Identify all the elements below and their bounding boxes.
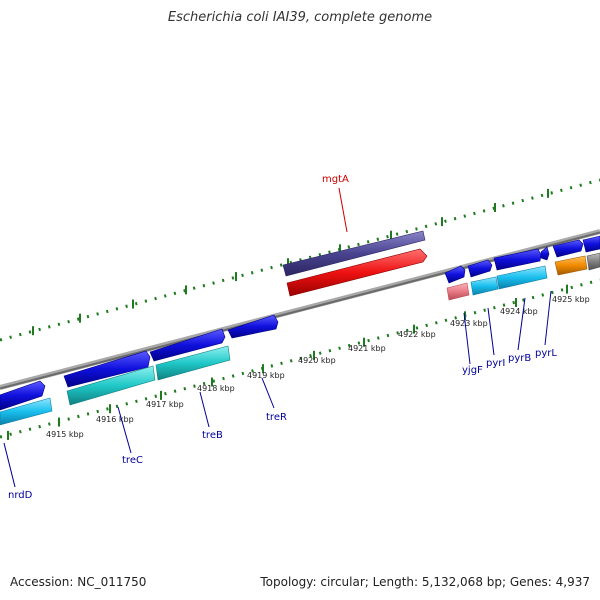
gene-arrow-8[interactable]	[540, 246, 550, 261]
gene-block-mgtA-outer[interactable]	[282, 230, 426, 277]
kbp-label: 4917 kbp	[146, 400, 184, 409]
gene-arrow-6[interactable]	[467, 259, 493, 278]
gene-label-pyrI[interactable]: pyrI	[486, 358, 505, 369]
gene-label-yjgF[interactable]: yjgF	[462, 365, 483, 376]
kbp-label: 4924 kbp	[500, 307, 538, 316]
kbp-label: 4925 kbp	[552, 295, 590, 304]
gene-callout-treR	[261, 377, 275, 409]
gene-block-teal-2[interactable]	[155, 345, 231, 381]
gene-label-mgtA[interactable]: mgtA	[322, 174, 349, 185]
major-ticks	[7, 188, 568, 440]
gene-arrow-1[interactable]	[0, 380, 46, 411]
kbp-label: 4921 kbp	[348, 344, 386, 353]
kbp-label: 4919 kbp	[247, 371, 285, 380]
inner-tick-track	[0, 278, 600, 439]
kbp-label: 4916 kbp	[96, 415, 134, 424]
gene-callout-treC	[117, 406, 132, 454]
gene-arrow-10[interactable]	[582, 235, 600, 253]
gene-features	[0, 230, 600, 426]
gene-block-gray[interactable]	[586, 252, 600, 271]
outer-tick-track	[0, 178, 600, 342]
map-title: Escherichia coli IAI39, complete genome	[167, 10, 433, 25]
gene-label-pyrB[interactable]: pyrB	[508, 353, 531, 364]
gene-label-treB[interactable]: treB	[202, 430, 223, 441]
gene-label-treC[interactable]: treC	[122, 455, 143, 466]
kbp-label: 4915 kbp	[46, 430, 84, 439]
gene-arrow-5[interactable]	[444, 265, 466, 284]
kbp-label: 4923 kbp	[450, 319, 488, 328]
gene-arrow-7[interactable]	[493, 248, 542, 271]
gene-block-teal-1[interactable]	[66, 365, 156, 406]
kbp-label: 4922 kbp	[398, 330, 436, 339]
kbp-label: 4918 kbp	[197, 384, 235, 393]
gene-callout-pyrB	[517, 297, 526, 351]
gene-block-cyan-3[interactable]	[496, 265, 548, 290]
kbp-label: 4920 kbp	[298, 356, 336, 365]
gene-callout-pyrI	[487, 307, 495, 356]
gene-block-mgtA-cds[interactable]	[286, 248, 428, 297]
gene-label-treR[interactable]: treR	[266, 412, 287, 423]
gene-callout-mgtA	[338, 187, 348, 233]
gene-callout-nrdD	[3, 442, 16, 488]
gene-block-pink[interactable]	[446, 282, 470, 301]
gene-block-orange[interactable]	[554, 255, 588, 276]
gene-arrow-4[interactable]	[227, 314, 279, 339]
gene-block-cyan-1[interactable]	[0, 397, 53, 426]
gene-callout-yjgF	[463, 312, 471, 365]
gene-arrow-3[interactable]	[149, 328, 226, 362]
accession-label: Accession: NC_011750	[10, 575, 147, 589]
gene-block-cyan-2[interactable]	[470, 276, 499, 296]
gene-arrow-9[interactable]	[552, 239, 584, 258]
gene-label-pyrL[interactable]: pyrL	[535, 348, 557, 359]
kbp-labels: 4915 kbp 4916 kbp 4917 kbp 4918 kbp 4919 kbp…	[46, 295, 590, 439]
gene-callout-pyrL	[544, 290, 552, 346]
gene-label-nrdD[interactable]: nrdD	[8, 490, 33, 501]
gene-arrow-2[interactable]	[63, 350, 151, 388]
genome-summary: Topology: circular; Length: 5,132,068 bp…	[260, 575, 590, 589]
gene-callout-treB	[199, 391, 210, 428]
